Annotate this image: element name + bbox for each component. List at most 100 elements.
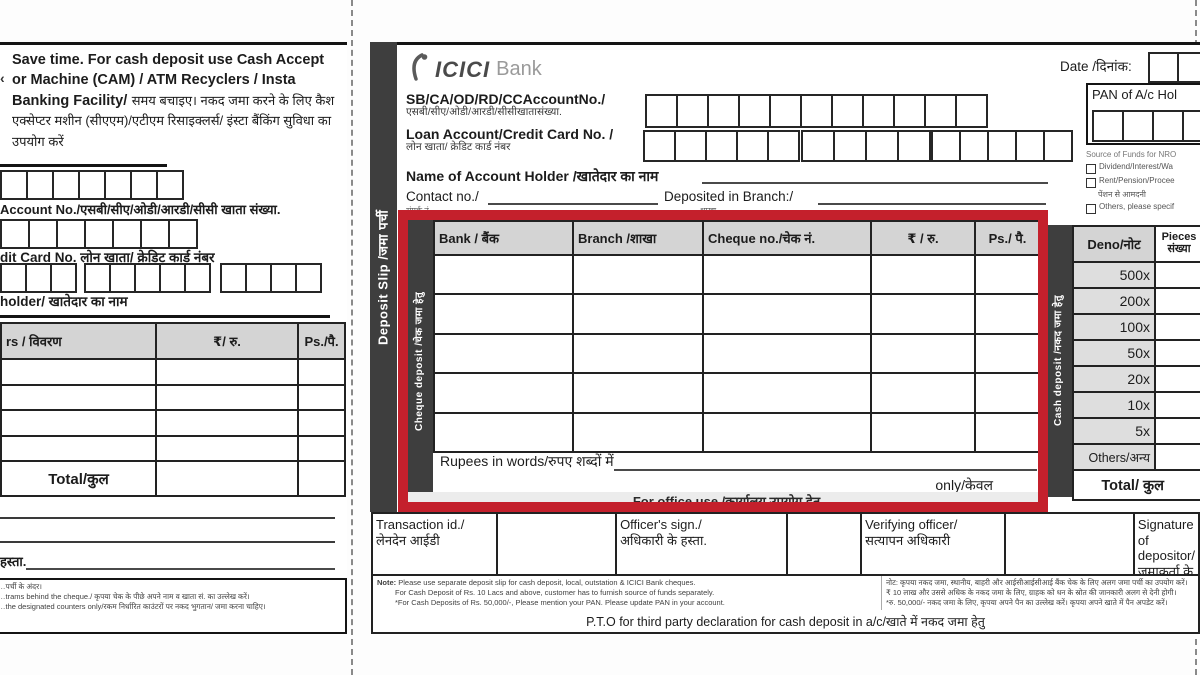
account-field-label: SB/CA/OD/RD/CCAccountNo./ एसबी/सीए/ओडी/आ… <box>406 92 644 118</box>
loan-field-label: Loan Account/Credit Card No. / लोन खाता/… <box>406 127 644 153</box>
counterfoil-account-label: Account No./एसबी/सीए/ओडी/आरडी/सीसी खाता … <box>0 202 281 217</box>
sof-option-label: Dividend/Interest/Wa <box>1099 162 1173 171</box>
deno-label: 5x <box>1074 419 1154 443</box>
signature-depositor-cell: Signature of depositor/ जमाकर्ता के हस्त <box>1135 514 1198 594</box>
char-box <box>130 170 158 200</box>
brand-suffix: Bank <box>496 58 542 80</box>
cell <box>155 436 297 460</box>
for-office-use-band: For office use /कार्यालय उपयोग हेतु <box>408 492 1045 512</box>
counterfoil-card-label: dit Card No. लोन खाता/ क्रेडिट कार्ड नंब… <box>0 250 215 265</box>
icici-brand: ICICI Bank <box>408 52 542 87</box>
sof-option-rent-sub: पेंशन से आमदनी <box>1098 190 1146 199</box>
cell <box>870 374 974 412</box>
signature-depositor-l2: depositor/ <box>1137 548 1195 564</box>
cell <box>297 436 344 460</box>
account-label-en: SB/CA/OD/RD/CCAccountNo./ <box>406 91 606 107</box>
char-box <box>220 263 247 293</box>
transaction-id-label-hi: लेनदेन आईडी <box>376 532 440 548</box>
note-line: For Cash Deposit of Rs. 10 Lacs and abov… <box>395 588 715 598</box>
char-box <box>159 263 186 293</box>
cheque-row <box>435 254 1039 294</box>
char-box <box>26 170 54 200</box>
char-box <box>955 94 988 128</box>
cell <box>435 256 572 293</box>
deposited-branch-label: Deposited in Branch:/ <box>664 189 794 204</box>
char-box <box>865 130 899 162</box>
cheque-row <box>435 332 1039 373</box>
contact-write-line <box>488 189 658 205</box>
cell <box>155 360 297 384</box>
cell <box>155 385 297 409</box>
counterfoil-signature-row: हस्ता. <box>0 552 335 570</box>
counterfoil-fineprint-box: …पर्ची के अंदर। …trams behind the cheque… <box>0 578 347 634</box>
char-box <box>1182 110 1200 142</box>
note-box: Note: Please use separate deposit slip f… <box>371 574 1200 614</box>
header-branch: Branch /शाखा <box>572 222 702 254</box>
verifying-officer-label: Verifying officer/ <box>865 517 958 532</box>
notice-hindi: समय बचाइए। नकद जमा करने के लिए कैश एक्से… <box>12 92 335 149</box>
pieces-cell <box>1154 445 1200 469</box>
scissors-cut-mark: ‹ <box>0 70 5 86</box>
checkbox-icon <box>1086 178 1096 188</box>
char-box <box>643 130 676 162</box>
deno-total-row: Total/ कुल <box>1074 469 1200 499</box>
char-box <box>645 94 678 128</box>
cell <box>702 374 870 412</box>
verifying-officer-label-hi: सत्यापन अधिकारी <box>865 532 951 548</box>
pieces-cell <box>1154 393 1200 417</box>
cell <box>702 295 870 333</box>
cheque-deposit-strip: Cheque deposit /चेक जमा हेतु <box>407 220 433 502</box>
table-row <box>2 358 344 384</box>
char-box <box>897 130 931 162</box>
char-box <box>84 263 111 293</box>
cell <box>297 411 344 435</box>
total-label: Total/कुल <box>48 470 109 488</box>
char-box <box>168 219 198 249</box>
counterfoil-card-boxes <box>0 263 322 293</box>
cell <box>702 413 870 452</box>
pan-label: PAN of A/c Hol <box>1092 87 1178 102</box>
header-pieces-hi: संख्या <box>1167 243 1191 255</box>
officer-sign-cell: Officer's sign./ अधिकारी के हस्ता. <box>617 514 788 576</box>
sof-option-dividend: Dividend/Interest/Wa <box>1086 162 1173 174</box>
fineprint-line: …पर्ची के अंदर। <box>0 582 43 591</box>
denomination-table: Deno/नोट Pieces संख्या 500x 200x 100x 50… <box>1072 225 1200 501</box>
char-box <box>705 130 738 162</box>
cheque-row <box>435 372 1039 412</box>
counterfoil-holder-label: holder/ खातेदार का नाम <box>0 294 128 309</box>
cheque-row <box>435 293 1039 333</box>
deno-row: 500x <box>1074 261 1200 287</box>
header-rupees: ₹/ रु. <box>155 324 297 358</box>
char-box <box>78 170 106 200</box>
note-hindi: नोट: कृपया नकद जमा, स्थानीय, बाहरी और आई… <box>882 576 1198 612</box>
cell <box>155 462 297 495</box>
loan-label-hi: लोन खाता/ क्रेडिट कार्ड नंबर <box>406 140 511 153</box>
pieces-cell <box>1154 419 1200 443</box>
pieces-cell <box>1154 367 1200 391</box>
write-line <box>0 541 335 543</box>
name-of-holder-label: Name of Account Holder /खातेदार का नाम <box>406 168 659 184</box>
char-box <box>25 263 52 293</box>
sof-option-rent: Rent/Pension/Procee <box>1086 176 1175 188</box>
char-box <box>245 263 272 293</box>
loan-number-boxes-group2 <box>801 130 931 162</box>
char-box <box>674 130 707 162</box>
pieces-cell <box>1154 263 1200 287</box>
deno-row: 5x <box>1074 417 1200 443</box>
branch-label-hindi: शाखा <box>700 206 717 215</box>
fineprint-line: …trams behind the cheque./ कृपया चेक के … <box>0 592 250 602</box>
deno-row: 200x <box>1074 287 1200 313</box>
note-line-hi: ₹ 10 लाख और उससे अधिक के नकद जमा के लिए,… <box>886 588 1177 598</box>
sof-option-label: Others, please specif <box>1099 202 1175 211</box>
table-total-row: Total/कुल <box>2 460 344 495</box>
checkbox-icon <box>1086 204 1096 214</box>
char-box <box>50 263 77 293</box>
char-box <box>270 263 297 293</box>
char-box <box>1122 110 1154 142</box>
pieces-cell <box>1154 341 1200 365</box>
header-paise: Ps./पै. <box>297 324 344 358</box>
deno-label: 20x <box>1074 367 1154 391</box>
cell <box>702 256 870 294</box>
deno-header-row: Deno/नोट Pieces संख्या <box>1074 227 1200 261</box>
